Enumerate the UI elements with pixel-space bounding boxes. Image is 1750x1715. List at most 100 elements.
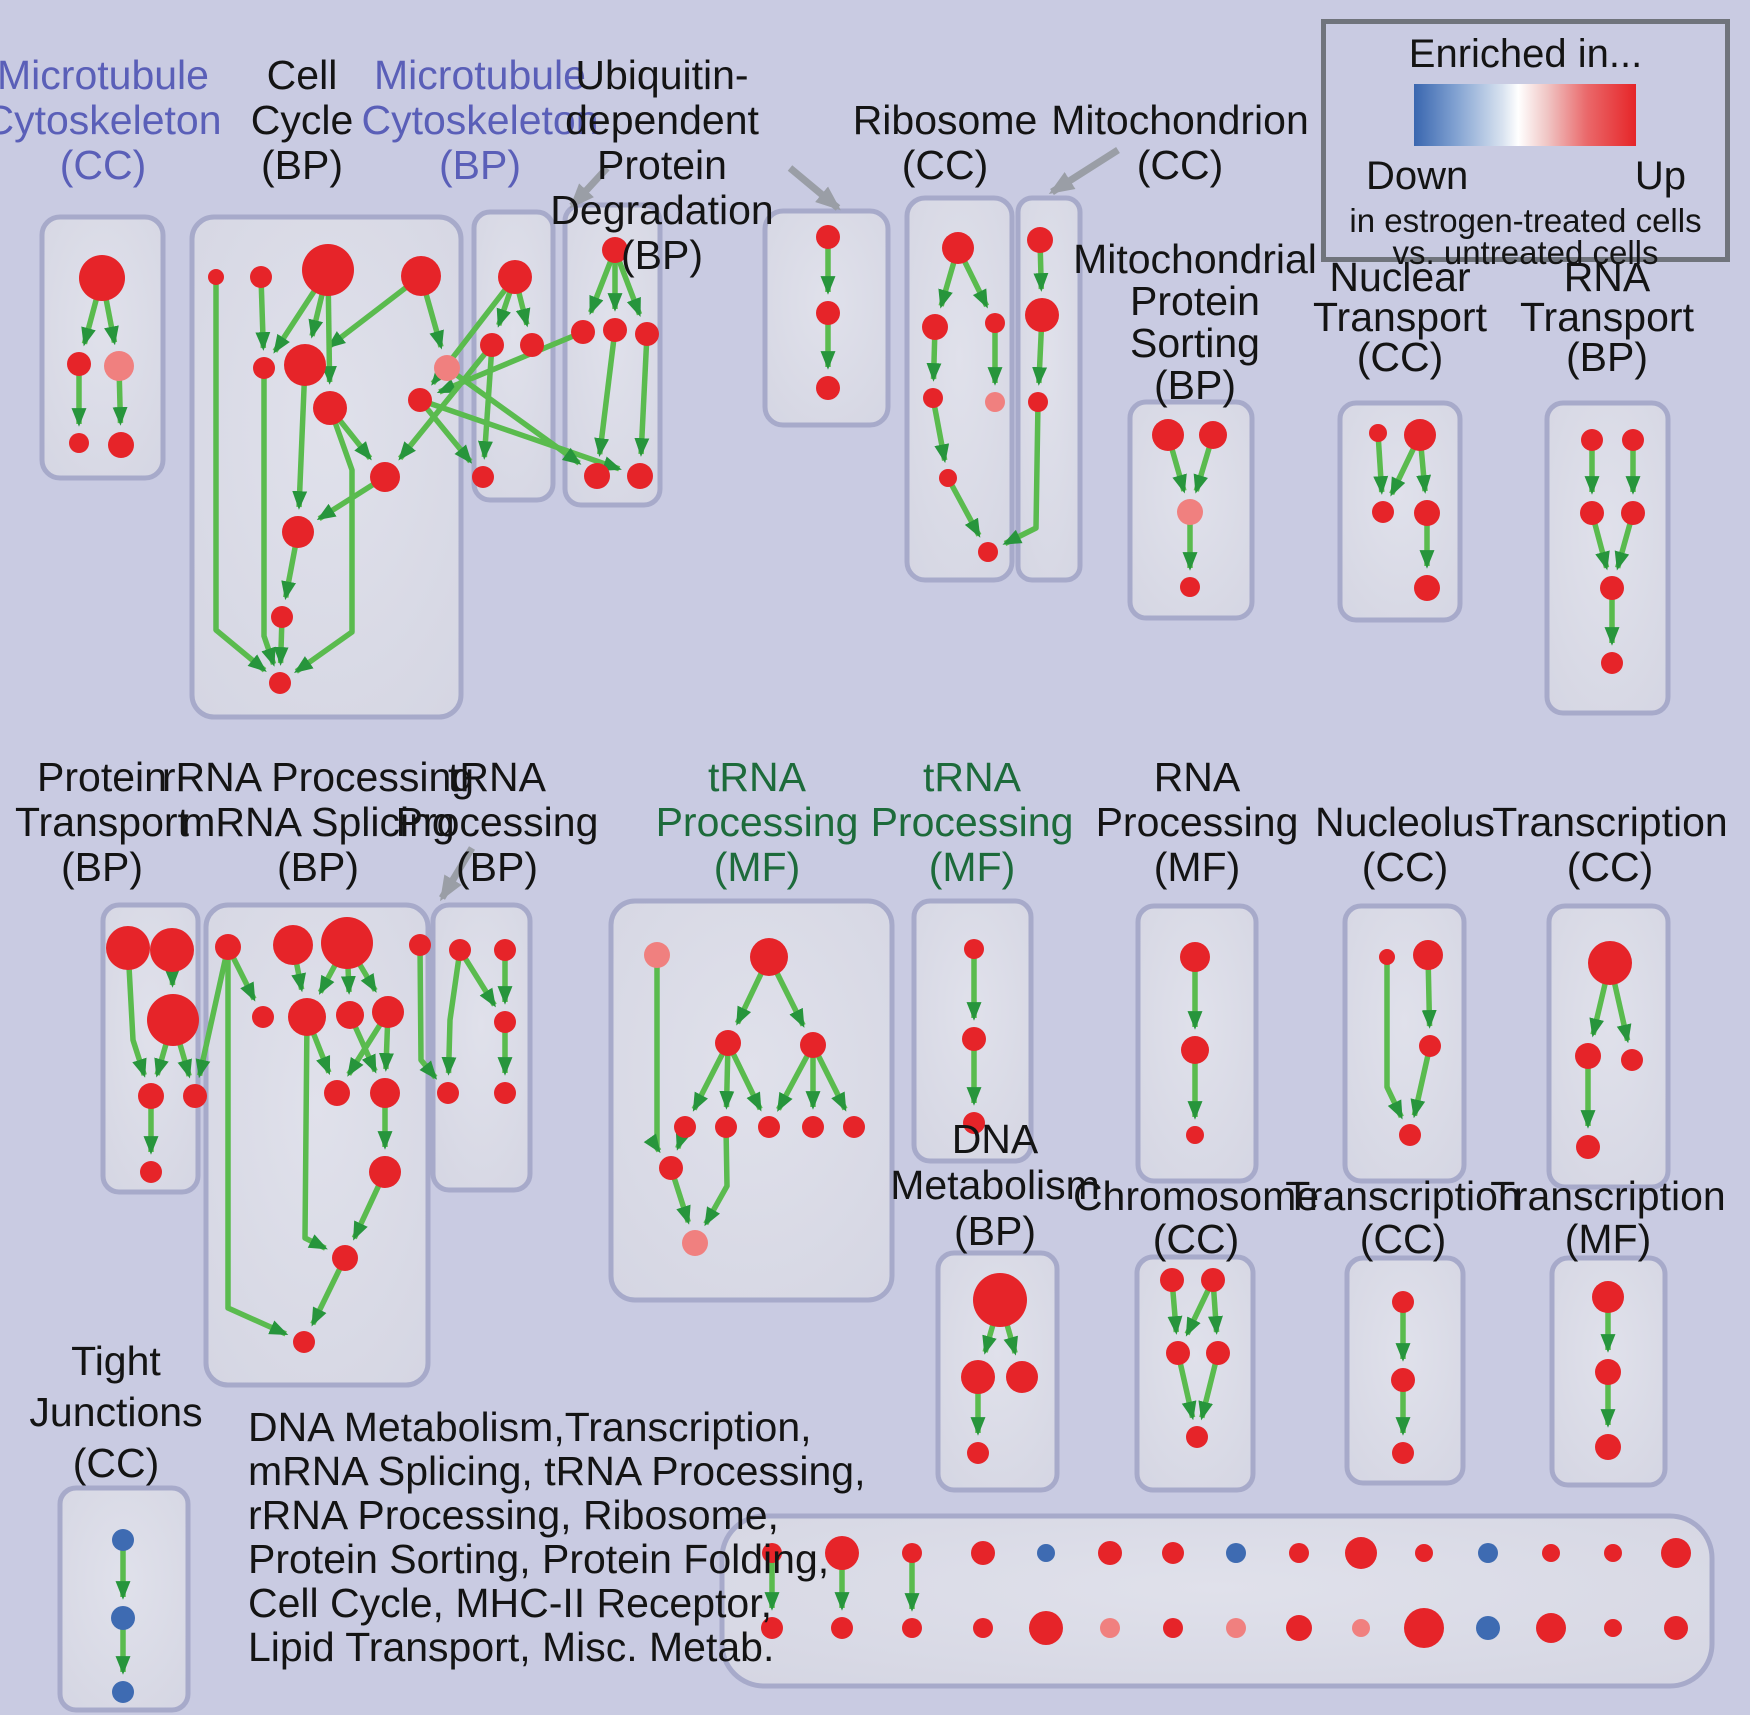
edge-rrna-t4-trnabp-bl xyxy=(417,944,438,1080)
node-ribo-r3p xyxy=(985,392,1005,412)
node-trnamf2-mm xyxy=(962,1027,986,1051)
node-cc-i xyxy=(370,462,400,492)
node-trnamf2-bnode xyxy=(963,1112,985,1134)
node-trnamf1-kn xyxy=(682,1230,708,1256)
rna-transport-label-line-2: Transport xyxy=(1520,294,1695,340)
node-txcc2-m2 xyxy=(1621,1049,1643,1071)
dna-metabolism-label-line-1: DNA xyxy=(952,1116,1039,1162)
edge-cc-b-e xyxy=(255,276,271,351)
node-mps-bnode xyxy=(1180,577,1200,597)
edge-trnabp-tl-bl xyxy=(441,949,463,1076)
node-rrna-dd xyxy=(372,996,404,1028)
node-rrna-ff xyxy=(370,1078,400,1108)
node-txcc3-bnode xyxy=(1392,1442,1414,1464)
node-cc-k xyxy=(271,606,293,628)
node-misc-c2t xyxy=(825,1536,859,1570)
box-nt xyxy=(1337,400,1463,623)
node-txmf-mm xyxy=(1595,1359,1621,1385)
node-mt2-m1 xyxy=(480,333,504,357)
edge-nucl-t1-bnode xyxy=(1384,957,1404,1120)
node-trnamf1-m1 xyxy=(715,1030,741,1056)
annotation-text-line-2: mRNA Splicing, tRNA Processing, xyxy=(248,1448,866,1494)
node-txcc3-t xyxy=(1392,1291,1414,1313)
node-upd2-mnode xyxy=(816,301,840,325)
node-mt2-bnode xyxy=(472,466,494,488)
annotation-text-line-3: rRNA Processing, Ribosome, xyxy=(248,1492,779,1538)
edge-upd1-r2m-r3l xyxy=(594,329,618,457)
node-dnam-m1 xyxy=(961,1360,995,1394)
rna-processing-label-line-3: (MF) xyxy=(1154,844,1241,890)
node-txmf-bnode xyxy=(1595,1434,1621,1460)
node-cc-m xyxy=(269,672,291,694)
node-misc-c2b xyxy=(831,1617,853,1639)
node-chrom-t2 xyxy=(1201,1268,1225,1292)
node-upd2-bnode xyxy=(816,376,840,400)
transcription-cc3-label-line-1: Transcription xyxy=(1285,1173,1520,1219)
edge-cc-a-m xyxy=(213,277,267,673)
node-mtcc-n1 xyxy=(79,255,125,301)
node-pt-s2 xyxy=(183,1084,207,1108)
node-misc-c10t xyxy=(1345,1537,1377,1569)
legend-down-label: Down xyxy=(1366,154,1469,198)
nuclear-transport-label-line-2: Transport xyxy=(1313,294,1488,340)
nucleolus-label-line-2: (CC) xyxy=(1362,844,1449,890)
trna-mf1-label-line-2: Processing xyxy=(656,799,859,845)
node-chrom-m2 xyxy=(1206,1341,1230,1365)
node-misc-c10b xyxy=(1352,1619,1370,1637)
trna-bp-label-line-3: (BP) xyxy=(456,844,538,890)
node-mtcc-n2 xyxy=(67,352,91,376)
node-mt2-t xyxy=(498,260,532,294)
node-misc-c1b xyxy=(761,1617,783,1639)
mtbp-label-line-3: (BP) xyxy=(439,142,521,188)
transcription-mf-label-line-1: Transcription xyxy=(1490,1173,1725,1219)
node-mps-t1 xyxy=(1152,419,1184,451)
annotation-text-line-1: DNA Metabolism,Transcription, xyxy=(248,1404,812,1450)
node-pt-mm xyxy=(147,994,199,1046)
node-misc-c11b xyxy=(1404,1608,1444,1648)
node-pt-l1 xyxy=(106,926,150,970)
node-trnabp-tl xyxy=(449,939,471,961)
edge-upd1-r2r-r3r xyxy=(634,333,650,457)
node-trnamf1-pt1 xyxy=(644,942,670,968)
node-cc-g xyxy=(434,355,460,381)
edge-cc-n-mt2-bnode xyxy=(417,398,473,464)
node-misc-c5t xyxy=(1037,1544,1055,1562)
edge-cc-n-upd1-r3r xyxy=(419,397,622,472)
trna-mf2-label-line-3: (MF) xyxy=(929,844,1016,890)
mtcc-label-line-3: (CC) xyxy=(60,142,147,188)
edge-rrna-bb-hh xyxy=(302,1016,328,1251)
box-nucl xyxy=(1342,903,1467,1184)
box-mito xyxy=(1015,195,1083,583)
rna-transport-label-line-3: (BP) xyxy=(1566,334,1648,380)
node-rnat-t2 xyxy=(1622,429,1644,451)
trna-bp-label-line-2: Processing xyxy=(396,799,599,845)
node-rrna-ee xyxy=(324,1080,350,1106)
node-cc-b xyxy=(250,266,272,288)
node-mtcc-n3 xyxy=(104,351,134,381)
node-nucl-t1 xyxy=(1379,949,1395,965)
cellcycle-label-line-1: Cell xyxy=(267,52,338,98)
protein-transport-label-line-2: Transport xyxy=(15,799,190,845)
node-chrom-m1 xyxy=(1166,1341,1190,1365)
trna-mf1-label-line-3: (MF) xyxy=(714,844,801,890)
node-ribo-bnode xyxy=(978,542,998,562)
node-misc-c15b xyxy=(1664,1616,1688,1640)
node-misc-c11t xyxy=(1415,1544,1433,1562)
legend-up-label: Up xyxy=(1634,154,1686,198)
node-rnat-m1 xyxy=(1580,501,1604,525)
node-trnamf1-b3 xyxy=(758,1116,780,1138)
mitochondrion-label-line-1: Mitochondrion xyxy=(1051,97,1309,143)
nuclear-transport-label-line-3: (CC) xyxy=(1357,334,1444,380)
edge-rrna-t1-pt-s2 xyxy=(195,946,231,1079)
node-mito-r3 xyxy=(1028,392,1048,412)
node-txcc2-m1 xyxy=(1575,1043,1601,1069)
node-mtcc-n4 xyxy=(69,433,89,453)
legend-scale-labels: Down Up xyxy=(1366,154,1686,199)
node-misc-c4b xyxy=(973,1618,993,1638)
edge-cc-f-j xyxy=(292,364,308,510)
node-nt-t1 xyxy=(1369,424,1387,442)
label-pointer-arrow-1 xyxy=(569,165,610,209)
node-misc-c7b xyxy=(1163,1618,1183,1638)
node-nt-bnode xyxy=(1414,575,1440,601)
